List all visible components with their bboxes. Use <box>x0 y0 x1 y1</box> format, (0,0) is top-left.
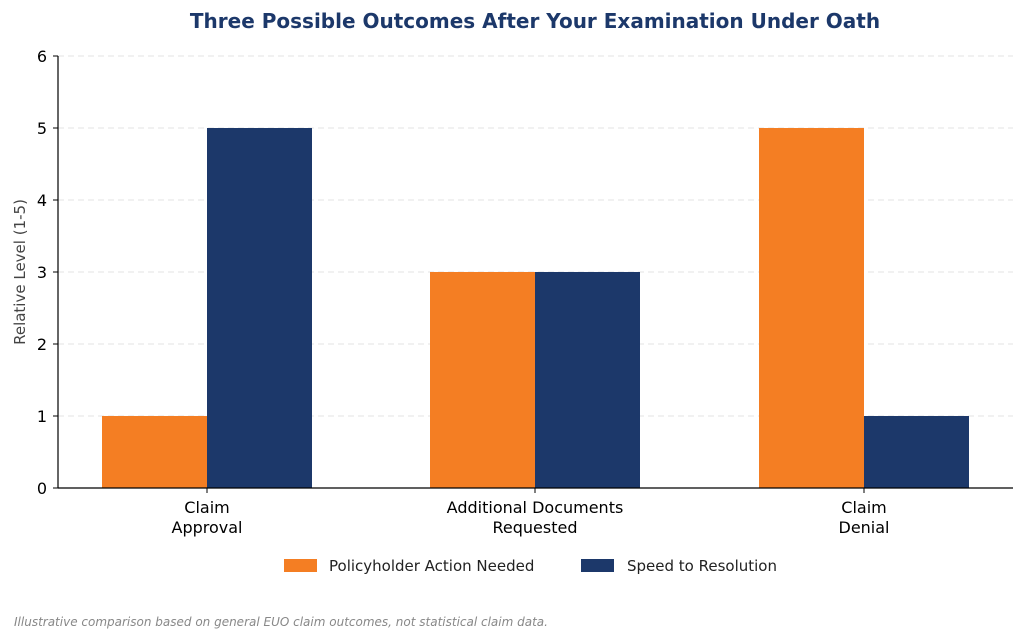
legend-label: Policyholder Action Needed <box>329 557 534 575</box>
y-axis-label: Relative Level (1-5) <box>11 199 29 345</box>
bar-policyholder-action-1 <box>430 272 535 488</box>
chart-title: Three Possible Outcomes After Your Exami… <box>190 9 880 33</box>
y-tick-label: 2 <box>37 335 47 354</box>
y-tick-label: 0 <box>37 479 47 498</box>
x-tick-label: Claim Approval <box>172 498 243 537</box>
x-tick-label-line: Approval <box>172 518 243 537</box>
y-tick-label: 5 <box>37 119 47 138</box>
bar-speed-to-resolution-1 <box>535 272 640 488</box>
bar-speed-to-resolution-2 <box>864 416 969 488</box>
legend-swatch <box>581 559 614 572</box>
y-tick-label: 3 <box>37 263 47 282</box>
legend-swatch <box>284 559 317 572</box>
x-tick-label: Additional Documents Requested <box>447 498 624 537</box>
y-tick-label: 6 <box>37 47 47 66</box>
y-tick-label: 1 <box>37 407 47 426</box>
x-tick-label: Claim Denial <box>839 498 890 537</box>
x-tick-label-line: Claim <box>841 498 886 517</box>
legend: Policyholder Action Needed Speed to Resol… <box>284 557 777 575</box>
x-tick-label-line: Denial <box>839 518 890 537</box>
bars <box>102 128 969 488</box>
bar-policyholder-action-2 <box>759 128 864 488</box>
bar-policyholder-action-0 <box>102 416 207 488</box>
x-tick-label-line: Additional Documents <box>447 498 624 517</box>
bar-speed-to-resolution-0 <box>207 128 312 488</box>
legend-label: Speed to Resolution <box>627 557 777 575</box>
x-tick-label-line: Claim <box>184 498 229 517</box>
y-ticks: 0 1 2 3 4 5 6 <box>37 47 58 498</box>
x-tick-label-line: Requested <box>493 518 578 537</box>
y-tick-label: 4 <box>37 191 47 210</box>
footnote: Illustrative comparison based on general… <box>14 615 548 629</box>
